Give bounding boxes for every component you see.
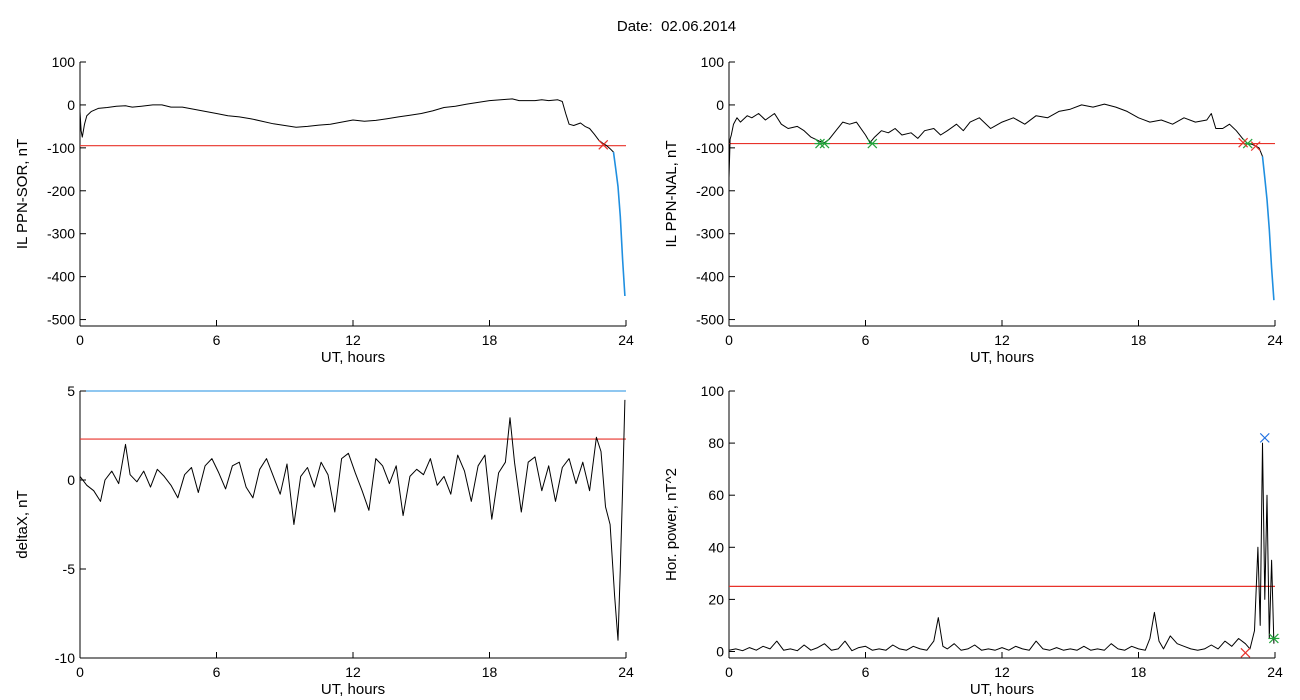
- x-tick-label: 0: [725, 664, 733, 680]
- y-tick-label: -100: [47, 140, 75, 156]
- x-tick-label: 6: [213, 664, 221, 680]
- y-tick-label: 100: [701, 383, 725, 399]
- y-tick-label: -200: [696, 183, 724, 199]
- date-label: Date:: [616, 18, 653, 35]
- y-tick-label: -5: [63, 561, 76, 577]
- y-tick-label: 0: [716, 643, 724, 659]
- x-axis-label: UT, hours: [321, 349, 385, 366]
- y-tick-label: -400: [696, 269, 724, 285]
- x-tick-label: 18: [482, 332, 498, 348]
- highlight-series-line: [1261, 156, 1275, 301]
- y-tick-label: 5: [67, 383, 75, 399]
- y-tick-label: 0: [67, 472, 75, 488]
- x-tick-label: 12: [994, 664, 1010, 680]
- y-tick-label: 80: [708, 435, 724, 451]
- x-tick-label: 24: [1267, 332, 1283, 348]
- y-tick-label: 0: [67, 97, 75, 113]
- panel-ppn-nal: 0 6 12 18 24 100 0 -100 -200 -300 -400 -500 UT, hour…: [663, 54, 1283, 366]
- y-tick-label: 60: [708, 487, 724, 503]
- x-marker: [1250, 141, 1261, 152]
- x-tick-label: 18: [482, 664, 498, 680]
- y-tick-label: 40: [708, 539, 724, 555]
- y-tick-label: 100: [701, 54, 725, 70]
- x-tick-label: 0: [76, 664, 84, 680]
- trace-series-line: [79, 399, 626, 641]
- x-tick-label: 0: [76, 332, 84, 348]
- x-tick-label: 24: [618, 332, 634, 348]
- x-axis-label: UT, hours: [970, 681, 1034, 698]
- x-marker: [598, 139, 609, 150]
- y-tick-label: 100: [52, 54, 76, 70]
- x-tick-label: 6: [862, 664, 870, 680]
- highlight-series-line: [612, 151, 626, 297]
- trace-series-line: [728, 103, 1263, 178]
- trace-series-line: [728, 442, 1275, 652]
- x-marker: [1259, 432, 1270, 443]
- x-tick-label: 18: [1131, 332, 1147, 348]
- panel-hor-power: 0 6 12 18 24 100 80 60 40 20 0 UT, hours Hor. power,…: [663, 383, 1283, 698]
- date-title: Date: 02.06.2014: [0, 18, 1300, 35]
- trace-series-line: [79, 98, 614, 153]
- y-tick-label: -200: [47, 183, 75, 199]
- y-axis-label: IL PPN-SOR, nT: [14, 139, 31, 249]
- star-marker: [1268, 633, 1280, 644]
- x-tick-label: 12: [345, 332, 361, 348]
- y-tick-label: 0: [716, 97, 724, 113]
- x-marker: [1238, 137, 1249, 148]
- x-marker: [1240, 647, 1251, 658]
- y-tick-label: -500: [47, 312, 75, 328]
- x-tick-label: 24: [618, 664, 634, 680]
- panel-deltax: 0 6 12 18 24 5 0 -5 -10 UT, hours deltaX, nT: [14, 383, 634, 698]
- y-tick-label: -300: [696, 226, 724, 242]
- panel-ppn-sor: 0 6 12 18 24 100 0 -100 -200 -300 -400 -500 UT, hour…: [14, 54, 634, 366]
- y-tick-label: 20: [708, 591, 724, 607]
- y-tick-label: -100: [696, 140, 724, 156]
- y-tick-label: -500: [696, 312, 724, 328]
- y-tick-label: -10: [55, 650, 75, 666]
- y-axis-label: Hor. power, nT^2: [663, 468, 680, 581]
- x-tick-label: 12: [345, 664, 361, 680]
- x-tick-label: 12: [994, 332, 1010, 348]
- y-axis-label: IL PPN-NAL, nT: [663, 141, 680, 248]
- x-axis-label: UT, hours: [970, 349, 1034, 366]
- y-tick-label: -400: [47, 269, 75, 285]
- star-marker: [819, 138, 831, 149]
- x-axis-label: UT, hours: [321, 681, 385, 698]
- star-marker: [866, 138, 878, 149]
- x-tick-label: 6: [213, 332, 221, 348]
- x-tick-label: 0: [725, 332, 733, 348]
- y-tick-label: -300: [47, 226, 75, 242]
- x-tick-label: 18: [1131, 664, 1147, 680]
- date-value: 02.06.2014: [661, 18, 737, 35]
- x-tick-label: 6: [862, 332, 870, 348]
- y-axis-label: deltaX, nT: [14, 490, 31, 558]
- x-tick-label: 24: [1267, 664, 1283, 680]
